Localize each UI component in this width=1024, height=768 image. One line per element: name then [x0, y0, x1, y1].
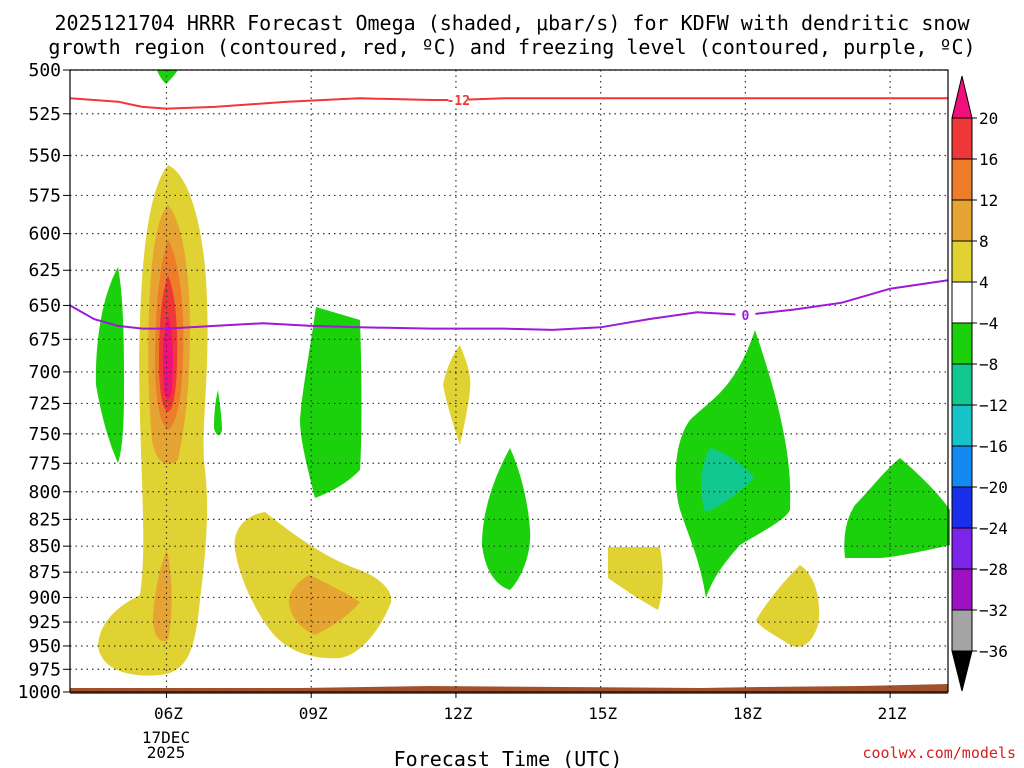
- date-label-day: 17DEC: [142, 728, 190, 747]
- colorbar-segment: [951, 117, 973, 160]
- contour-label-bg: [735, 307, 756, 324]
- y-tick-label: 1000: [18, 682, 61, 703]
- y-tick-label: 650: [28, 295, 61, 316]
- colorbar-label: 12: [979, 191, 998, 210]
- plot-frame: [69, 69, 949, 693]
- y-tick-label: 700: [28, 362, 61, 383]
- y-tick-label: 725: [28, 393, 61, 414]
- colorbar-bottom-arrow: [951, 650, 973, 692]
- colorbar-segment: [951, 527, 973, 570]
- colorbar-segment: [951, 568, 973, 611]
- y-tick-label: 975: [28, 659, 61, 680]
- y-tick-label: 575: [28, 185, 61, 206]
- colorbar-segment: [951, 486, 973, 529]
- subsidence-09z: [300, 307, 362, 498]
- colorbar-segment: [951, 199, 973, 242]
- chart-title-line-2: growth region (contoured, red, ºC) and f…: [48, 35, 975, 59]
- colorbar-label: −24: [979, 519, 1008, 538]
- y-tick-label: 550: [28, 146, 61, 167]
- updraft-06z-core: [163, 315, 173, 399]
- date-label-year: 2025: [147, 743, 186, 762]
- chart-axes: 500 525 550 575 600 625 650 675 700 725 750 775 800 8…: [18, 60, 949, 723]
- colorbar-label: −32: [979, 601, 1008, 620]
- y-tick-label: 825: [28, 509, 61, 530]
- x-tick-label: 12Z: [443, 704, 472, 723]
- colorbar-label: −28: [979, 560, 1008, 579]
- y-tick-label: 925: [28, 612, 61, 633]
- y-tick-label: 625: [28, 260, 61, 281]
- colorbar-segment: [951, 322, 973, 365]
- updraft-12z: [443, 345, 471, 445]
- colorbar-label: −36: [979, 642, 1008, 661]
- colorbar-segment: [951, 363, 973, 406]
- y-tick-label: 800: [28, 482, 61, 503]
- y-tick-label: 900: [28, 587, 61, 608]
- freezing-level-contour-label: 0: [741, 309, 749, 324]
- x-tick-label: 21Z: [878, 704, 907, 723]
- subsidence-18z-core: [701, 448, 754, 512]
- y-tick-label: 675: [28, 329, 61, 350]
- colorbar-label: −16: [979, 437, 1008, 456]
- dendritic-contour-line: [69, 97, 948, 110]
- source-credit: coolwx.com/models: [862, 744, 1016, 762]
- chart-contours: -12 0: [69, 92, 949, 331]
- subsidence-07z-sliver: [214, 390, 222, 436]
- colorbar-label: −4: [979, 314, 998, 333]
- colorbar-label: 8: [979, 232, 989, 251]
- x-tick-label: 06Z: [154, 704, 183, 723]
- colorbar-label: 20: [979, 109, 998, 128]
- y-tick-label: 525: [28, 104, 61, 125]
- contour-label-bg: [448, 92, 469, 109]
- colorbar-segment: [951, 609, 973, 652]
- colorbar-top-arrow: [951, 75, 973, 119]
- y-tick-label: 875: [28, 562, 61, 583]
- colorbar-segment: [951, 240, 973, 283]
- colorbar-label: 16: [979, 150, 998, 169]
- colorbar-segment: [951, 445, 973, 488]
- subsidence-13z: [482, 448, 531, 590]
- subsidence-06z-top: [157, 70, 178, 84]
- colorbar-label: −20: [979, 478, 1008, 497]
- y-tick-label: 850: [28, 536, 61, 557]
- freezing-level-contour-line: [69, 279, 949, 331]
- x-tick-label: 15Z: [588, 704, 617, 723]
- y-tick-label: 775: [28, 453, 61, 474]
- updraft-06z-8-low: [152, 550, 172, 642]
- x-tick-label: 18Z: [733, 704, 762, 723]
- dendritic-contour-label: -12: [447, 94, 470, 109]
- colorbar-segment: [951, 404, 973, 447]
- colorbar-label: −12: [979, 396, 1008, 415]
- updraft-16z: [608, 547, 663, 610]
- colorbar: 20 16 12 8 4 −4 −8 −12 −16 −20 −24 −28 −32 −36: [951, 75, 1008, 692]
- chart-title-line-1: 2025121704 HRRR Forecast Omega (shaded, …: [54, 11, 970, 35]
- y-tick-label: 950: [28, 636, 61, 657]
- y-tick-label: 600: [28, 224, 61, 245]
- omega-shading: [70, 70, 950, 694]
- colorbar-label: −8: [979, 355, 998, 374]
- x-tick-label: 09Z: [299, 704, 328, 723]
- x-axis-title: Forecast Time (UTC): [394, 747, 623, 768]
- subsidence-05z: [95, 267, 124, 463]
- colorbar-label: 4: [979, 273, 989, 292]
- updraft-19z: [756, 565, 820, 647]
- subsidence-21z: [844, 458, 950, 558]
- y-tick-label: 750: [28, 424, 61, 445]
- y-tick-label: 500: [28, 60, 61, 81]
- colorbar-segment: [951, 281, 973, 324]
- colorbar-segment: [951, 158, 973, 201]
- updraft-09z-low-core: [288, 575, 360, 635]
